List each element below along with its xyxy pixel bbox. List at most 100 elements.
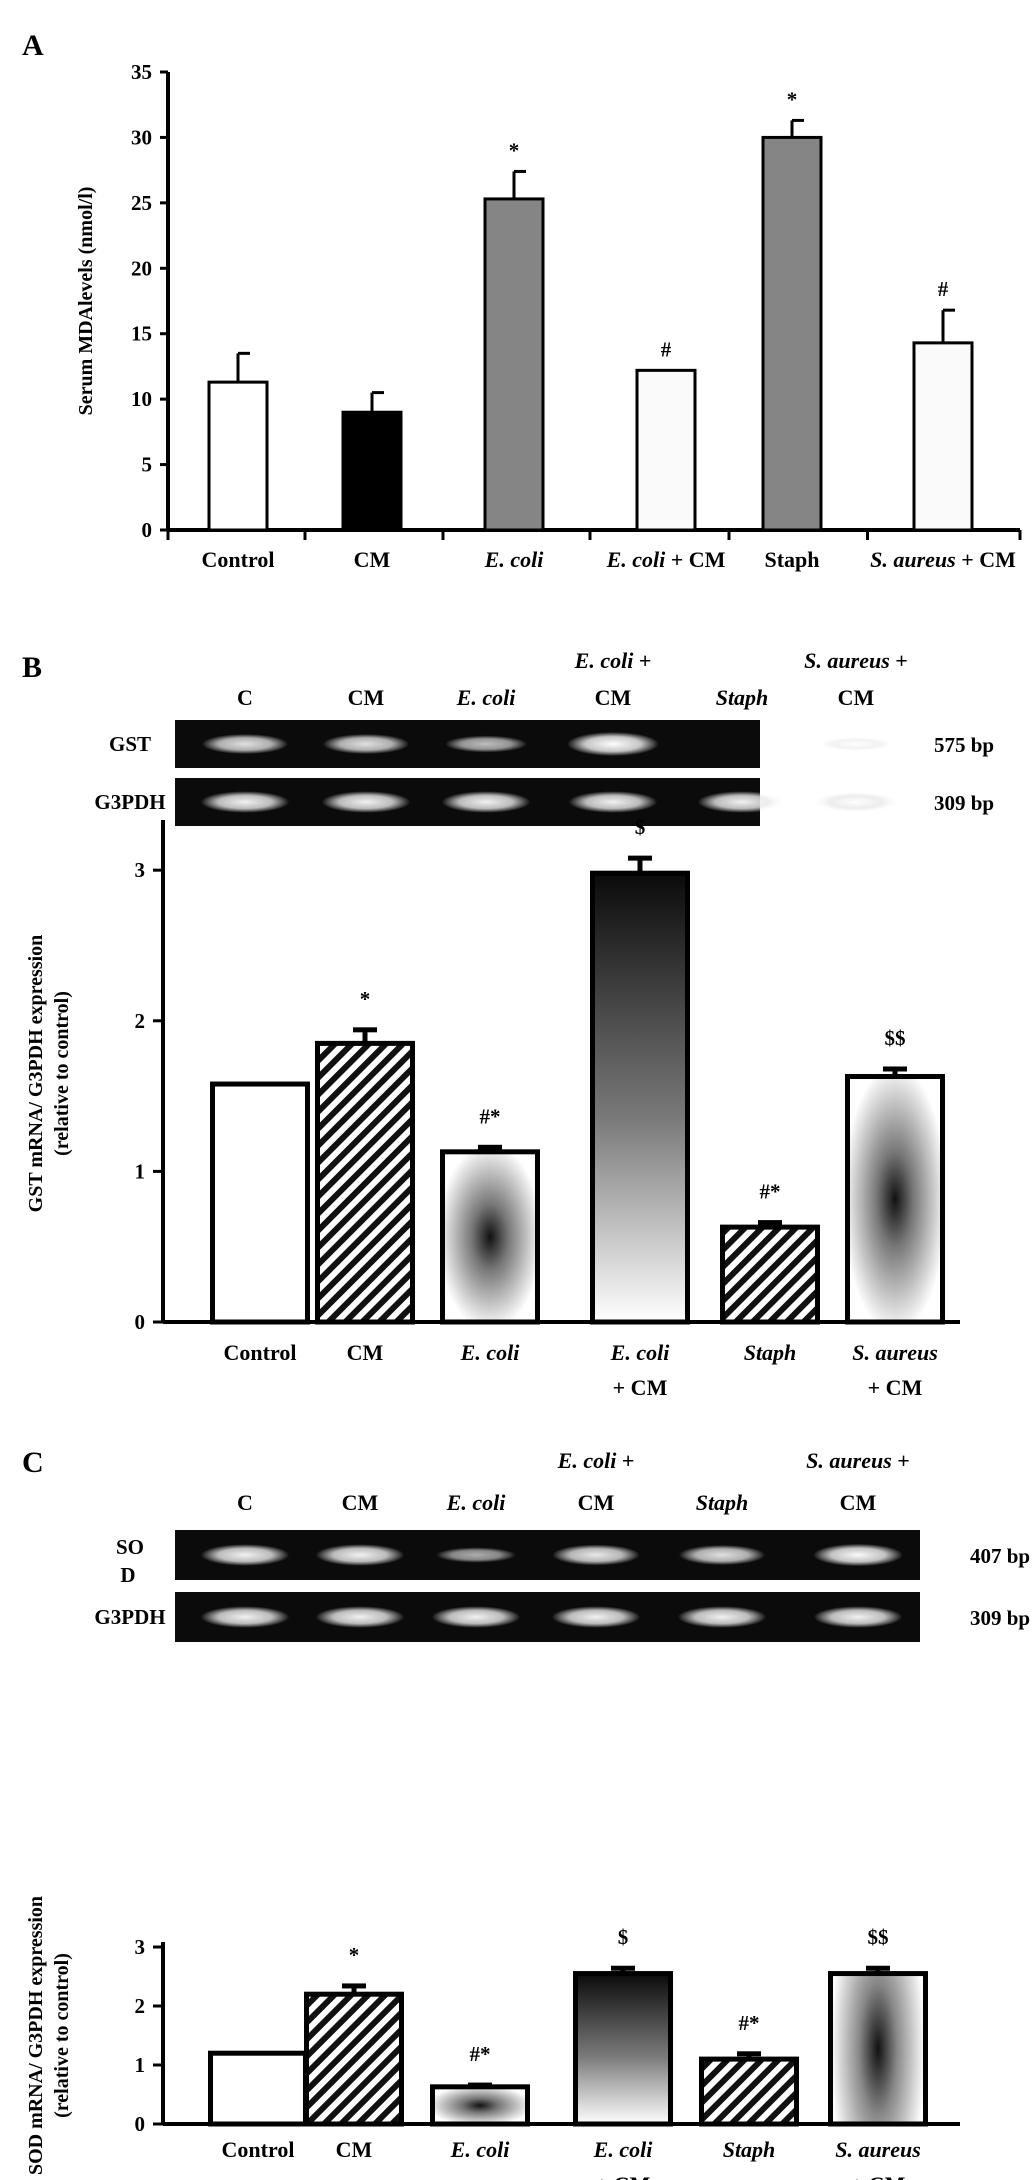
gel-row-name: G3PDH: [94, 790, 165, 814]
lane-label-4: Staph: [716, 685, 769, 710]
gel-row-gst: [175, 720, 896, 768]
lane-label-line2-3: CM: [578, 1490, 615, 1515]
category-label-5: S. aureus + CM: [870, 547, 1016, 572]
bar-2: [430, 2084, 530, 2127]
error-bar-2: [478, 1144, 502, 1152]
significance-label-5: $$: [868, 1925, 889, 1949]
gel-row-name: GST: [109, 732, 151, 756]
bar-1: [315, 1040, 415, 1325]
category-label-3: E. coli: [593, 2137, 654, 2162]
y-tick-label: 30: [131, 125, 152, 149]
significance-label-4: #*: [739, 2011, 760, 2035]
category-label-5: S. aureus: [852, 1340, 938, 1365]
significance-label-5: #: [938, 277, 949, 301]
y-tick-label: 10: [131, 387, 152, 411]
category-label-3: E. coli: [610, 1340, 671, 1365]
category-label-3: E. coli + CM: [606, 547, 726, 572]
lane-label-line2-5: CM: [838, 685, 875, 710]
gel-band: [813, 1543, 903, 1567]
panel-b: B C CM E. coli E. coli + CM Staph S. aureus + C…: [22, 648, 994, 1400]
category-label-line2-5: + CM: [851, 2172, 906, 2180]
error-bar-1: [353, 1027, 377, 1044]
bar-0: [210, 1081, 310, 1325]
category-label-1: CM: [354, 547, 391, 572]
y-tick-label: 0: [135, 1310, 146, 1334]
category-label-0: Control: [224, 1340, 297, 1365]
gel-row-g3pdh: [175, 778, 901, 826]
gel-band: [200, 1606, 290, 1628]
panel-label-a: A: [22, 29, 44, 62]
panel-label-c: C: [22, 1446, 44, 1479]
gst-gel-image: C CM E. coli E. coli + CM Staph S. aureus + CM G…: [94, 648, 994, 826]
lane-label-5: S. aureus +: [806, 1448, 910, 1473]
y-tick-label: 20: [131, 256, 152, 280]
gel-band: [816, 736, 896, 752]
bar-0: [208, 2050, 308, 2127]
gel-row-size: 309 bp: [970, 1606, 1030, 1630]
gel-band: [200, 791, 290, 813]
error-bar-2: [468, 2082, 492, 2088]
gel-row-name: SO: [116, 1535, 144, 1559]
y-tick-label: 2: [135, 1009, 146, 1033]
category-label-2: E. coli: [484, 547, 545, 572]
y-axis-label: (relative to control): [51, 1953, 73, 2118]
bar-5: [828, 1971, 928, 2127]
category-label-4: Staph: [764, 547, 819, 572]
error-bar-1: [342, 1983, 366, 1995]
category-label-1: CM: [347, 1340, 384, 1365]
error-bar-5: [941, 308, 955, 343]
mda-bar-chart: 0 5 10 15 20 25 30 35 Serum MDAlevels (nmol/l) Co…: [75, 60, 1022, 572]
gst-bar-chart: 0 1 2 3 GST mRNA/ G3PDH expression (relative …: [25, 815, 960, 1400]
bar-3: [590, 870, 690, 1325]
bar-5: [912, 341, 974, 532]
y-tick-label: 3: [135, 858, 146, 882]
lane-label-0: C: [237, 1490, 253, 1515]
bar-4: [720, 1224, 820, 1325]
panel-label-b: B: [22, 651, 42, 684]
gel-band: [551, 1606, 641, 1628]
error-bar-3: [611, 1965, 635, 1974]
category-label-line2-3: + CM: [596, 2172, 651, 2180]
lane-label-line2-3: CM: [595, 685, 632, 710]
significance-label-2: *: [509, 138, 520, 162]
significance-label-4: *: [787, 87, 798, 111]
lane-label-3: E. coli +: [574, 648, 652, 673]
bar-2: [483, 197, 545, 532]
error-bar-1: [370, 391, 384, 413]
y-tick-label: 0: [135, 2112, 146, 2136]
lane-label-0: C: [237, 685, 253, 710]
gel-band: [431, 1606, 521, 1628]
gel-band: [678, 1545, 766, 1565]
category-label-1: CM: [336, 2137, 373, 2162]
gel-row-name-line2: D: [120, 1563, 135, 1587]
gel-band: [315, 1544, 405, 1566]
gel-band: [321, 791, 411, 813]
category-label-4: Staph: [744, 1340, 797, 1365]
bar-1: [341, 410, 403, 532]
gel-band: [201, 734, 289, 754]
category-label-2: E. coli: [460, 1340, 521, 1365]
category-label-line2-3: + CM: [613, 1375, 668, 1400]
category-label-2: E. coli: [450, 2137, 511, 2162]
error-bar-4: [737, 2051, 761, 2060]
significance-label-3: $: [635, 815, 646, 839]
gel-row-name: G3PDH: [94, 1605, 165, 1629]
significance-label-2: #*: [480, 1104, 501, 1128]
significance-label-2: #*: [470, 2042, 491, 2066]
bar-2: [440, 1149, 540, 1325]
bar-4: [761, 135, 823, 532]
sod-bar-chart: 0 1 2 3 SOD mRNA/ G3PDH expression (relative …: [25, 1896, 960, 2180]
lane-label-3: E. coli +: [557, 1448, 635, 1473]
gel-band: [677, 1606, 767, 1628]
lane-label-5: S. aureus +: [804, 648, 908, 673]
y-tick-label: 1: [135, 1159, 146, 1183]
error-bar-4: [758, 1220, 782, 1228]
error-bar-5: [866, 1965, 890, 1974]
y-tick-label: 25: [131, 191, 152, 215]
lane-label-1: CM: [342, 1490, 379, 1515]
gel-band: [552, 1544, 640, 1566]
y-axis-label: GST mRNA/ G3PDH expression: [25, 935, 47, 1213]
gel-band: [567, 732, 659, 756]
y-tick-label: 5: [142, 453, 153, 477]
lane-label-4: Staph: [696, 1490, 749, 1515]
